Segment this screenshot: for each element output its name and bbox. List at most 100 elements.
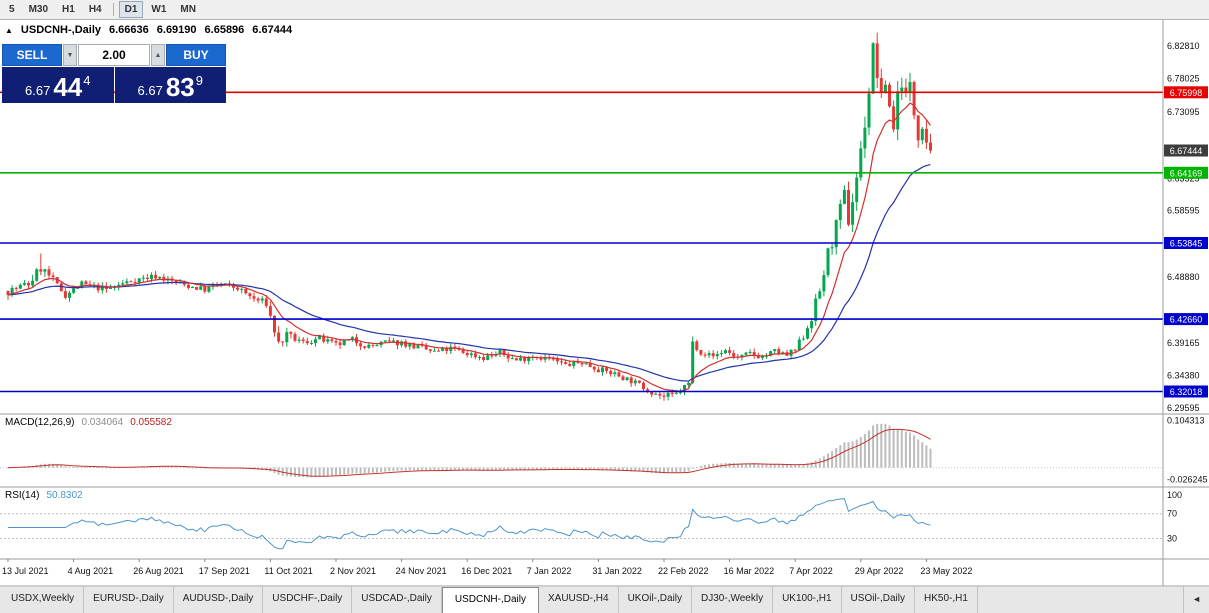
- current-price-label: 6.67444: [1164, 144, 1208, 157]
- one-click-trade-panel: SELL ▼ 2.00 ▲ BUY 6.67 44 4 6.67 83 9: [2, 44, 226, 103]
- svg-text:16 Mar 2022: 16 Mar 2022: [724, 566, 775, 576]
- svg-text:7 Jan 2022: 7 Jan 2022: [527, 566, 572, 576]
- svg-text:26 Aug 2021: 26 Aug 2021: [133, 566, 184, 576]
- tab-scroll-left-icon[interactable]: ◄: [1183, 587, 1209, 613]
- svg-text:13 Jul 2021: 13 Jul 2021: [2, 566, 49, 576]
- svg-text:22 Feb 2022: 22 Feb 2022: [658, 566, 709, 576]
- macd-main-value: 0.034064: [81, 417, 124, 428]
- tab-usdx-weekly[interactable]: USDX,Weekly: [2, 587, 85, 613]
- svg-text:31 Jan 2022: 31 Jan 2022: [592, 566, 642, 576]
- svg-text:6.34380: 6.34380: [1167, 370, 1200, 380]
- svg-text:11 Oct 2021: 11 Oct 2021: [264, 566, 312, 576]
- svg-text:17 Sep 2021: 17 Sep 2021: [199, 566, 250, 576]
- svg-text:6.82810: 6.82810: [1167, 41, 1200, 51]
- macd-title: MACD(12,26,9) 0.034064 0.055582: [5, 417, 172, 428]
- rsi-axis-tick: 100: [1167, 490, 1182, 500]
- macd-axis-tick: -0.026245: [1167, 475, 1208, 485]
- buy-price-display[interactable]: 6.67 83 9: [114, 67, 226, 103]
- symbol-tab-bar: USDX,Weekly EURUSD-,Daily AUDUSD-,Daily USD…: [0, 587, 1209, 613]
- tab-xauusd-h4[interactable]: XAUUSD-,H4: [539, 587, 619, 613]
- macd-signal-value: 0.055582: [130, 417, 172, 428]
- tab-uk100-h1[interactable]: UK100-,H1: [773, 587, 842, 613]
- rsi-title: RSI(14) 50.8302: [5, 490, 83, 501]
- svg-text:6.64169: 6.64169: [1170, 168, 1203, 178]
- tab-usdcnh-daily[interactable]: USDCNH-,Daily: [441, 587, 539, 613]
- macd-histogram: [7, 423, 932, 478]
- collapse-icon[interactable]: ▲: [5, 25, 13, 35]
- sell-price-prefix: 6.67: [25, 83, 51, 98]
- svg-text:6.29595: 6.29595: [1167, 403, 1200, 413]
- sell-price-display[interactable]: 6.67 44 4: [2, 67, 114, 103]
- svg-text:6.58595: 6.58595: [1167, 206, 1200, 216]
- svg-text:16 Dec 2021: 16 Dec 2021: [461, 566, 512, 576]
- moving-average-fast: [7, 102, 931, 392]
- price-level-label: 6.53845: [1164, 237, 1208, 249]
- svg-text:6.48880: 6.48880: [1167, 272, 1200, 282]
- rsi-axis-tick: 70: [1167, 509, 1177, 519]
- tab-usdcad-daily[interactable]: USDCAD-,Daily: [352, 587, 442, 613]
- timeframe-button-5[interactable]: 5: [9, 4, 15, 15]
- volume-decrease-button[interactable]: ▼: [63, 44, 77, 66]
- time-axis: 13 Jul 2021 4 Aug 2021 26 Aug 2021 17 Sep 2…: [2, 559, 972, 576]
- svg-text:4 Aug 2021: 4 Aug 2021: [68, 566, 114, 576]
- svg-text:6.39165: 6.39165: [1167, 338, 1200, 348]
- svg-text:24 Nov 2021: 24 Nov 2021: [396, 566, 447, 576]
- price-level-label: 6.32018: [1164, 385, 1208, 398]
- volume-increase-button[interactable]: ▲: [151, 44, 165, 66]
- tab-usoil-daily[interactable]: USOil-,Daily: [842, 587, 915, 613]
- tab-usdchf-daily[interactable]: USDCHF-,Daily: [263, 587, 353, 613]
- timeframe-button-M30[interactable]: M30: [28, 4, 49, 15]
- sell-button[interactable]: SELL: [2, 44, 62, 66]
- ohlc-low: 6.65896: [204, 24, 245, 36]
- timeframe-button-W1[interactable]: W1: [151, 4, 167, 15]
- price-level-label: 6.75998: [1164, 86, 1208, 99]
- svg-text:7 Apr 2022: 7 Apr 2022: [789, 566, 833, 576]
- tab-dj30-weekly[interactable]: DJ30-,Weekly: [692, 587, 774, 613]
- buy-price-pips: 83: [165, 72, 195, 102]
- macd-signal-line: [8, 428, 931, 477]
- svg-text:6.42660: 6.42660: [1170, 315, 1203, 325]
- rsi-line: [8, 498, 931, 550]
- svg-text:6.67444: 6.67444: [1170, 146, 1203, 156]
- timeframe-button-H1[interactable]: H1: [62, 4, 75, 15]
- candlestick-series: [6, 32, 932, 401]
- svg-text:2 Nov 2021: 2 Nov 2021: [330, 566, 376, 576]
- timeframe-button-H4[interactable]: H4: [88, 4, 102, 15]
- tab-audusd-daily[interactable]: AUDUSD-,Daily: [174, 587, 264, 613]
- sell-price-point: 4: [83, 73, 91, 88]
- svg-text:6.75998: 6.75998: [1170, 88, 1203, 98]
- volume-input[interactable]: 2.00: [78, 44, 150, 66]
- price-level-label: 6.42660: [1164, 313, 1208, 326]
- svg-text:6.32018: 6.32018: [1170, 387, 1203, 397]
- buy-price-point: 9: [195, 73, 203, 88]
- chart-header: ▲ USDCNH-,Daily 6.66636 6.69190 6.65896 …: [5, 24, 292, 36]
- tab-eurusd-daily[interactable]: EURUSD-,Daily: [84, 587, 174, 613]
- ohlc-high: 6.69190: [156, 24, 197, 36]
- sell-price-pips: 44: [53, 72, 83, 102]
- rsi-axis-tick: 30: [1167, 534, 1177, 544]
- tab-ukoil-daily[interactable]: UKOil-,Daily: [619, 587, 693, 613]
- svg-text:6.53845: 6.53845: [1170, 239, 1203, 249]
- buy-price-prefix: 6.67: [137, 83, 163, 98]
- timeframe-button-D1[interactable]: D1: [118, 1, 144, 18]
- svg-text:6.78025: 6.78025: [1167, 74, 1200, 84]
- timeframe-toolbar: 5 M30 H1 H4 D1 W1 MN: [0, 0, 1209, 20]
- buy-button[interactable]: BUY: [166, 44, 226, 66]
- toolbar-separator: [112, 3, 114, 16]
- tab-hk50-h1[interactable]: HK50-,H1: [915, 587, 978, 613]
- rsi-name: RSI(14): [5, 490, 40, 501]
- macd-name: MACD(12,26,9): [5, 417, 75, 428]
- chart-symbol-label: USDCNH-,Daily: [20, 24, 101, 36]
- ohlc-open: 6.66636: [109, 24, 149, 36]
- macd-axis-tick: 0.104313: [1167, 416, 1205, 426]
- trade-controls-row: SELL ▼ 2.00 ▲ BUY: [2, 44, 226, 66]
- timeframe-button-MN[interactable]: MN: [180, 4, 196, 15]
- ohlc-close: 6.67444: [252, 24, 293, 36]
- svg-text:6.73095: 6.73095: [1167, 107, 1200, 117]
- price-level-label: 6.64169: [1164, 166, 1208, 179]
- rsi-value: 50.8302: [46, 490, 83, 501]
- svg-text:23 May 2022: 23 May 2022: [920, 566, 972, 576]
- moving-average-slow: [7, 164, 931, 382]
- quote-panel: 6.67 44 4 6.67 83 9: [2, 67, 226, 103]
